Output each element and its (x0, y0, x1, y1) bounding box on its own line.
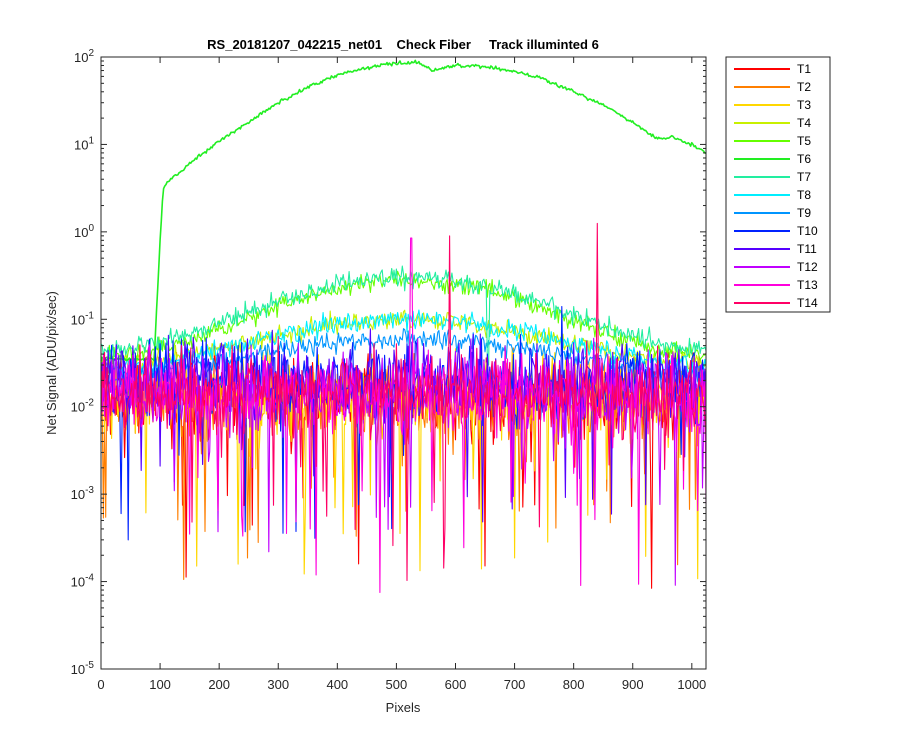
x-tick-label: 700 (504, 677, 526, 692)
legend-label-t7: T7 (797, 170, 811, 184)
x-tick-label: 800 (563, 677, 585, 692)
legend-label-t10: T10 (797, 224, 818, 238)
y-tick-label: 101 (74, 135, 94, 152)
x-tick-label: 1000 (677, 677, 706, 692)
y-tick-label: 10-5 (71, 660, 95, 677)
y-tick-label: 102 (74, 48, 94, 65)
x-tick-label: 200 (208, 677, 230, 692)
x-axis: 0 100 200 300 400 500 600 700 800 900 1000 (97, 57, 706, 692)
legend-label-t3: T3 (797, 98, 811, 112)
x-tick-label: 300 (267, 677, 289, 692)
x-tick-label: 500 (386, 677, 408, 692)
legend-label-t13: T13 (797, 278, 818, 292)
legend-label-t9: T9 (797, 206, 811, 220)
series-line-t11 (100, 328, 707, 523)
legend-label-t8: T8 (797, 188, 811, 202)
legend-label-t12: T12 (797, 260, 818, 274)
y-tick-label: 10-3 (71, 485, 95, 502)
y-axis: 10-5 10-4 10-3 10-2 10-1 100 101 102 (71, 48, 706, 677)
x-tick-label: 600 (445, 677, 467, 692)
y-tick-label: 10-4 (71, 573, 95, 590)
series-line-t14 (100, 222, 707, 582)
y-tick-label: 100 (74, 223, 94, 240)
series-line-t6 (100, 59, 707, 362)
legend-box (725, 56, 831, 313)
series-layer (100, 59, 707, 594)
legend-label-t1: T1 (797, 62, 811, 76)
plot-frame (100, 56, 707, 670)
x-axis-label: Pixels (386, 700, 421, 715)
x-tick-label: 100 (149, 677, 171, 692)
legend-items: T1 T2 T3 T4 T5 T6 T7 T8 T9 T10 T11 T12 T13 T14 (734, 62, 818, 310)
legend-label-t14: T14 (797, 296, 818, 310)
chart-title: RS_20181207_042215_net01 Check Fiber Tra… (207, 37, 599, 52)
x-tick-label: 0 (97, 677, 104, 692)
legend-label-t4: T4 (797, 116, 811, 130)
series-line-t10 (100, 305, 707, 541)
legend-label-t2: T2 (797, 80, 811, 94)
legend-label-t5: T5 (797, 134, 811, 148)
x-tick-label: 400 (326, 677, 348, 692)
y-tick-label: 10-2 (71, 398, 95, 415)
y-tick-label: 10-1 (71, 310, 95, 327)
legend-label-t11: T11 (797, 242, 817, 256)
series-line-t7 (100, 265, 707, 366)
legend-label-t6: T6 (797, 152, 811, 166)
x-tick-label: 900 (622, 677, 644, 692)
legend: T1 T2 T3 T4 T5 T6 T7 T8 T9 T10 T11 T12 T13 T14 (725, 56, 831, 313)
y-axis-label: Net Signal (ADU/pix/sec) (44, 291, 59, 435)
